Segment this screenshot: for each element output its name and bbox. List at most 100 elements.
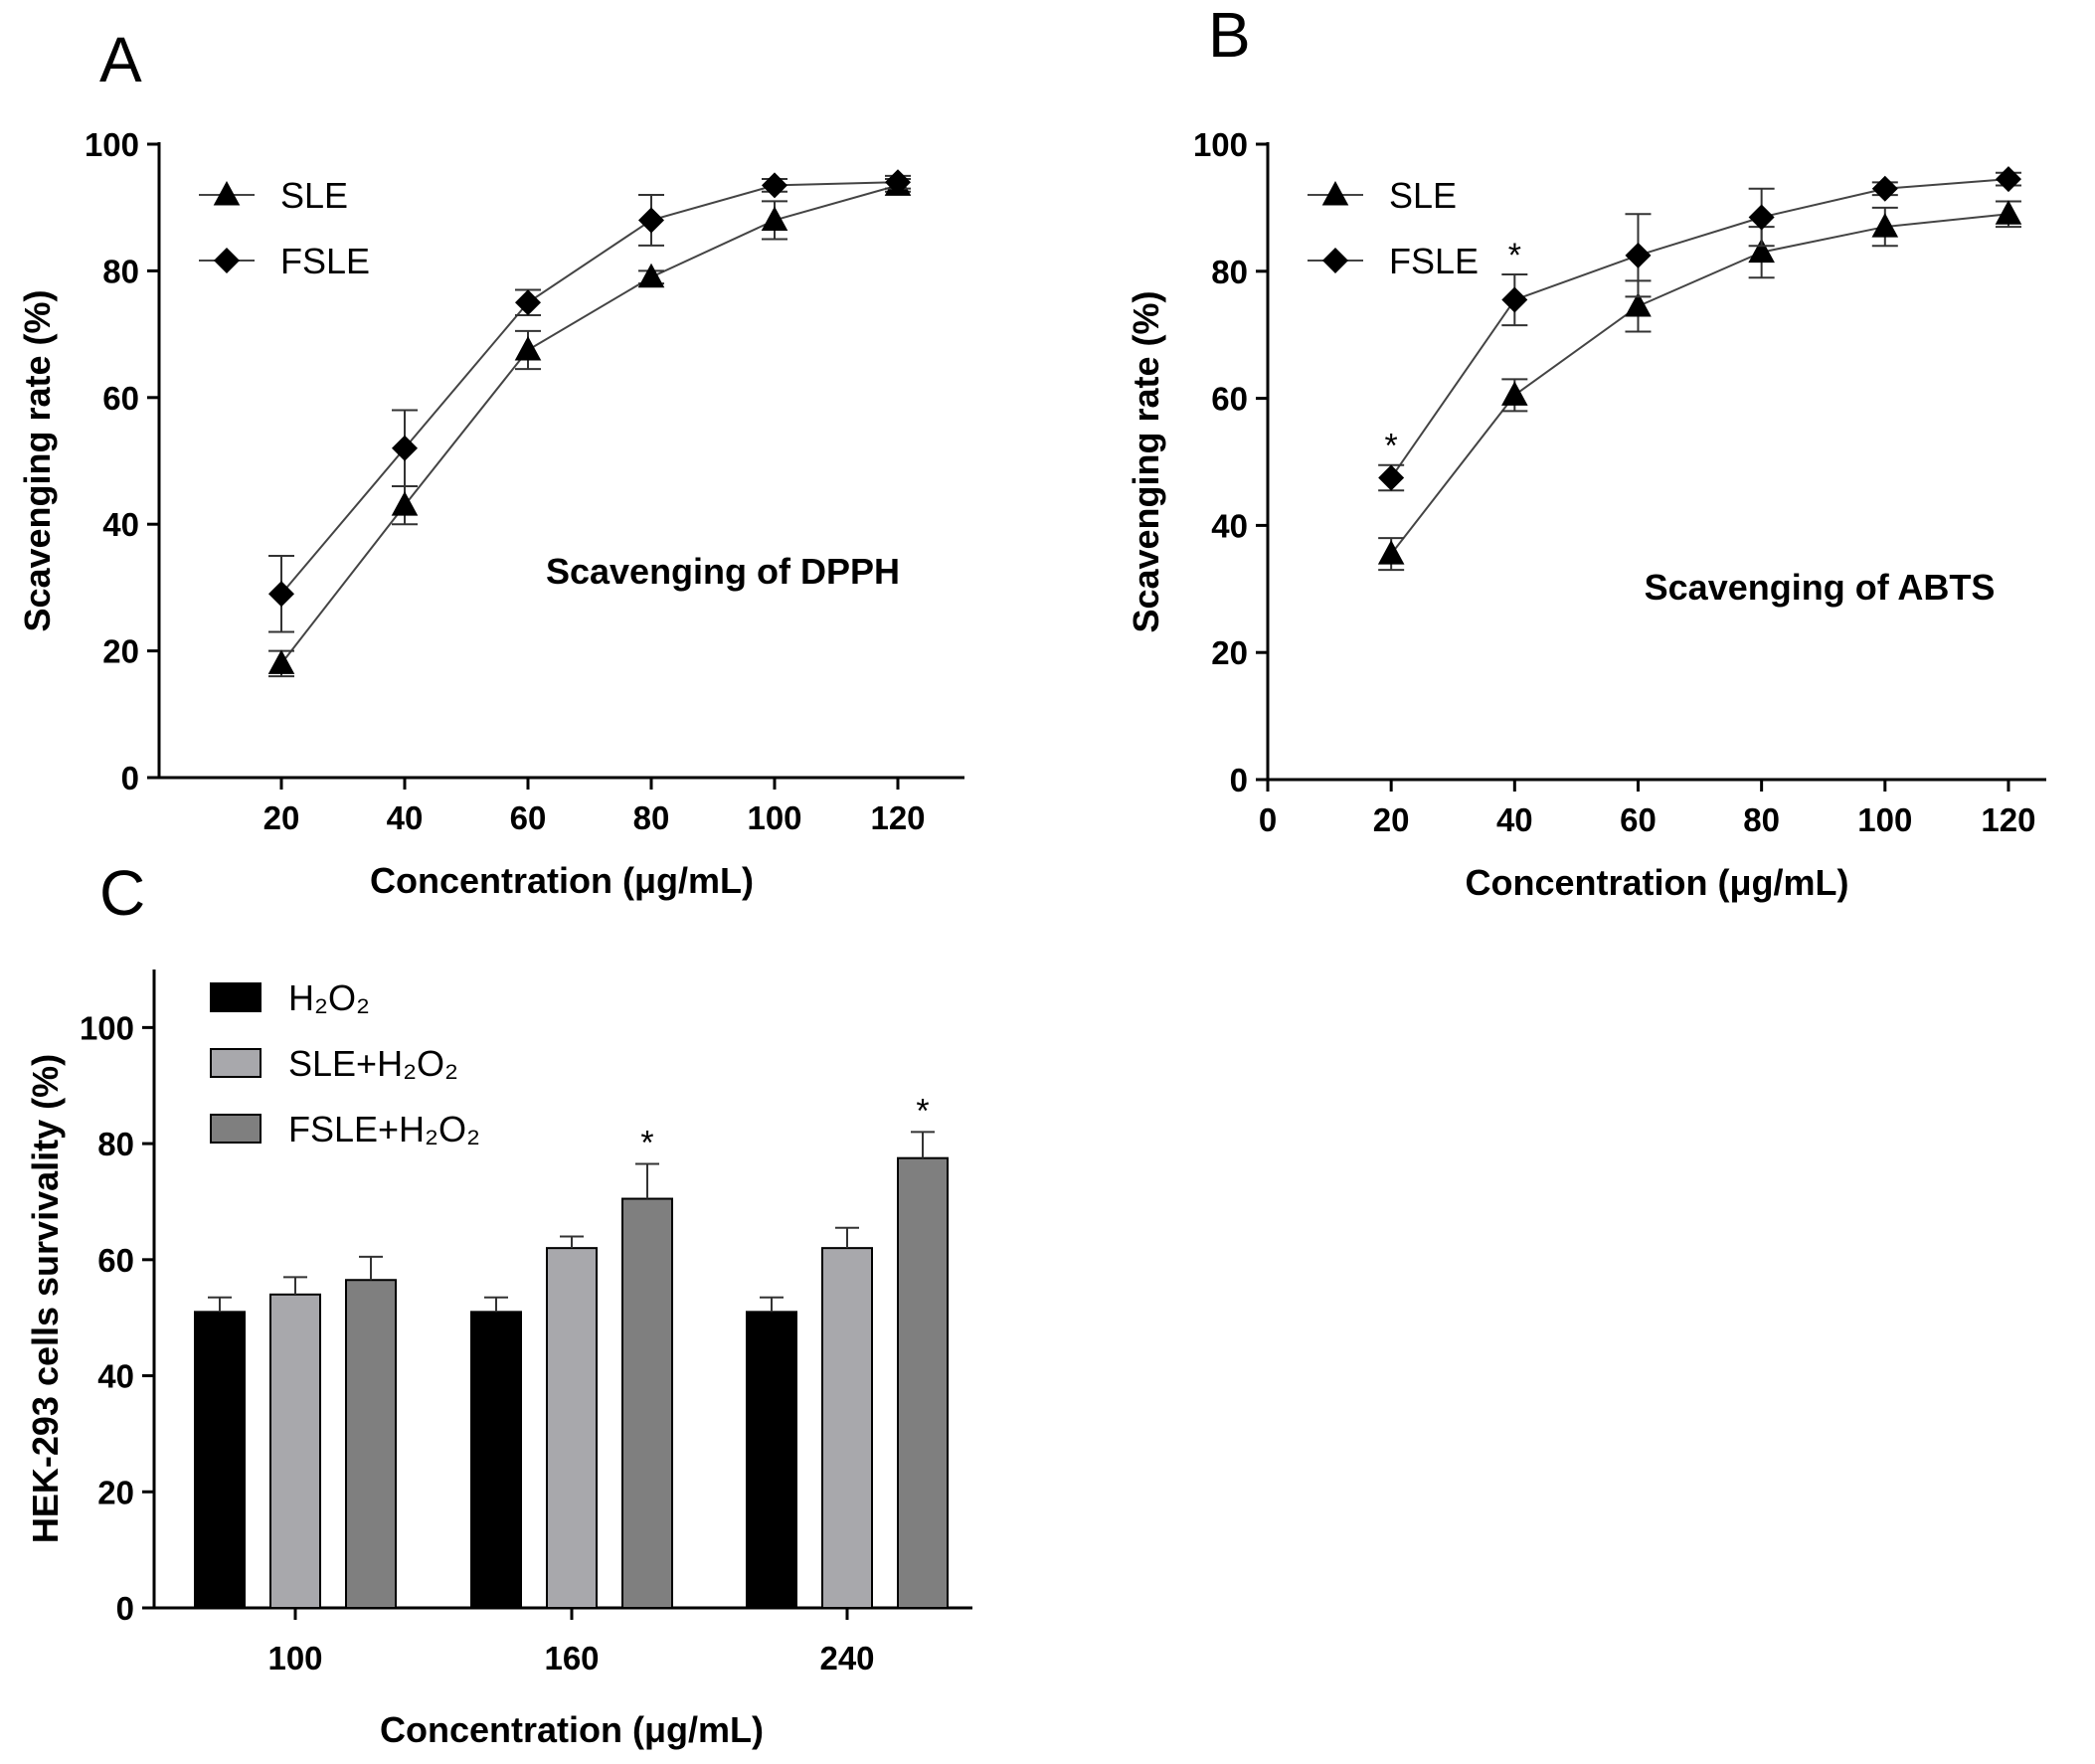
x-tick-label: 40 (387, 799, 424, 836)
y-tick-label: 40 (102, 506, 139, 543)
legend-marker-triangle (213, 181, 241, 206)
x-tick-label: 0 (1259, 801, 1277, 838)
panel-letter: C (99, 857, 145, 929)
bar (897, 1156, 949, 1609)
significance-star: * (1508, 237, 1521, 274)
legend-label: FSLE+H₂O₂ (288, 1109, 480, 1149)
y-tick-label: 40 (1211, 507, 1248, 544)
y-tick-label: 100 (80, 1009, 134, 1046)
y-tick-label: 0 (116, 1590, 134, 1627)
x-tick-label: 40 (1496, 801, 1533, 838)
y-axis-title: Scavenging rate (%) (17, 289, 58, 631)
y-tick-label: 80 (1211, 254, 1248, 290)
data-point-diamond (1871, 175, 1898, 202)
data-point-triangle (1995, 200, 2022, 225)
legend-swatch (210, 1114, 262, 1144)
panel-b: B 0 20 40 60 80 100 0 20 40 60 80 100 120 Concentratio… (1126, 0, 2046, 903)
data-point-diamond (1625, 242, 1652, 268)
series-line-sle (1390, 213, 2009, 555)
data-point-triangle (1377, 540, 1405, 565)
y-tick-label: 40 (97, 1358, 134, 1395)
y-tick-label: 80 (102, 253, 139, 289)
y-axis-title: HEK-293 cells survivality (%) (25, 1054, 66, 1543)
bar (821, 1247, 873, 1610)
data-point-diamond (1378, 464, 1405, 491)
y-tick-label: 60 (102, 380, 139, 417)
data-point-triangle (1625, 291, 1652, 317)
x-tick-label: 100 (747, 799, 801, 836)
x-tick-label: 100 (1857, 801, 1912, 838)
legend-swatch (210, 982, 262, 1012)
data-point-diamond (392, 435, 418, 461)
y-tick-label: 20 (1211, 634, 1248, 671)
x-tick-label: 80 (633, 799, 670, 836)
x-axis-title: Concentration (μg/mL) (370, 860, 754, 901)
bar (746, 1311, 797, 1609)
y-tick-label: 60 (97, 1242, 134, 1279)
legend-marker-diamond (214, 248, 240, 273)
x-tick-label: 60 (510, 799, 547, 836)
legend-marker-diamond (1322, 248, 1348, 273)
series-line-fsle (280, 181, 899, 595)
data-point-diamond (1995, 166, 2021, 193)
bar (546, 1247, 598, 1610)
y-tick-label: 80 (97, 1126, 134, 1162)
x-tick-label: 120 (870, 799, 925, 836)
legend-label: SLE (280, 175, 348, 216)
x-tick-label: 20 (263, 799, 300, 836)
legend-label: FSLE (280, 241, 370, 281)
panel-c: C 0 20 40 60 80 100 100 160 * 240 * Concentration (μ… (25, 857, 972, 1750)
data-point-diamond (1501, 286, 1528, 313)
y-tick-label: 20 (97, 1474, 134, 1510)
bar (345, 1279, 397, 1610)
data-point-triangle (391, 491, 419, 516)
data-point-triangle (514, 336, 542, 361)
x-tick-label: 80 (1743, 801, 1780, 838)
y-tick-label: 100 (85, 126, 139, 163)
data-point-diamond (1748, 204, 1775, 231)
legend-label: FSLE (1389, 241, 1479, 281)
data-point-triangle (1501, 381, 1528, 406)
legend-label: SLE+H₂O₂ (288, 1043, 458, 1084)
legend-swatch (210, 1048, 262, 1078)
legend-label: H₂O₂ (288, 977, 370, 1018)
panel-letter: B (1208, 0, 1251, 71)
bar (470, 1311, 522, 1609)
significance-star: * (1385, 428, 1398, 465)
series-line-fsle (1390, 178, 2009, 479)
bar (194, 1311, 246, 1609)
x-tick-label: 240 (819, 1640, 874, 1676)
y-tick-label: 60 (1211, 381, 1248, 418)
data-point-diamond (762, 172, 787, 199)
data-point-diamond (885, 169, 911, 196)
data-point-triangle (1871, 213, 1899, 238)
data-point-diamond (638, 207, 664, 234)
y-tick-label: 100 (1193, 126, 1248, 163)
x-tick-label: 160 (544, 1640, 599, 1676)
x-tick-label: 20 (1373, 801, 1410, 838)
data-point-diamond (268, 581, 294, 608)
y-tick-label: 0 (1230, 762, 1248, 798)
data-point-triangle (267, 649, 295, 674)
data-point-triangle (637, 263, 665, 288)
significance-star: * (640, 1125, 653, 1162)
y-tick-label: 20 (102, 633, 139, 670)
panel-letter: A (99, 24, 142, 95)
data-point-diamond (515, 289, 541, 316)
bar (621, 1197, 673, 1609)
series-line-sle (280, 184, 899, 664)
plot-annotation: Scavenging of ABTS (1645, 567, 1996, 608)
data-point-triangle (1748, 238, 1775, 264)
plot-annotation: Scavenging of DPPH (546, 551, 900, 592)
x-tick-label: 120 (1981, 801, 2035, 838)
x-axis-title: Concentration (μg/mL) (1466, 862, 1849, 903)
y-axis-title: Scavenging rate (%) (1126, 290, 1166, 632)
bar (269, 1293, 321, 1609)
legend-marker-triangle (1321, 181, 1349, 206)
data-point-triangle (761, 206, 788, 231)
x-tick-label: 60 (1620, 801, 1657, 838)
x-axis-title: Concentration (μg/mL) (380, 1709, 764, 1750)
legend-label: SLE (1389, 175, 1457, 216)
y-tick-label: 0 (121, 760, 139, 796)
